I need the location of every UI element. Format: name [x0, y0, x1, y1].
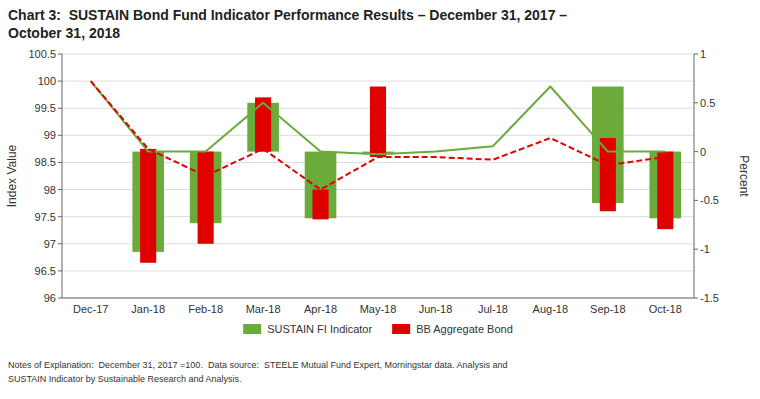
- legend-item: BB Aggregate Bond: [392, 323, 513, 335]
- x-tick-label: Aug-18: [533, 303, 568, 315]
- y2-tick-label: -0.5: [700, 194, 719, 206]
- bar-series: [132, 87, 681, 252]
- x-tick-label: Feb-18: [188, 303, 223, 315]
- grid: [62, 54, 694, 298]
- y-tick: [58, 108, 62, 109]
- y-tick: [58, 135, 62, 136]
- legend: SUSTAIN FI Indicator BB Aggregate Bond: [243, 323, 513, 335]
- y-tick-label: 98: [44, 184, 56, 196]
- y-tick: [58, 189, 62, 190]
- y2-tick: [694, 249, 698, 250]
- grid-line: [62, 270, 694, 271]
- footnote-line: Notes of Explanation: December 31, 2017 …: [8, 360, 508, 370]
- grid-line: [62, 298, 694, 299]
- legend-item: SUSTAIN FI Indicator: [243, 323, 372, 335]
- legend-swatch: [392, 324, 410, 334]
- y2-tick-label: 1: [700, 48, 706, 60]
- x-tick-label: Apr-18: [304, 303, 337, 315]
- x-tick-label: Sep-18: [590, 303, 625, 315]
- bar: [313, 190, 329, 220]
- legend-swatch: [243, 324, 261, 334]
- bar: [370, 87, 386, 157]
- y-tick-label: 97: [44, 238, 56, 250]
- bar: [140, 149, 156, 263]
- x-axis-line: [62, 298, 694, 299]
- title-line: Chart 3: SUSTAIN Bond Fund Indicator Per…: [8, 7, 567, 23]
- legend-label: SUSTAIN FI Indicator: [267, 323, 372, 335]
- x-tick-label: Dec-17: [73, 303, 108, 315]
- y2-tick: [694, 54, 698, 55]
- y-tick-label: 96.5: [35, 265, 56, 277]
- x-tick-label: Jul-18: [478, 303, 508, 315]
- y-tick: [58, 298, 62, 299]
- x-tick-label: Jan-18: [131, 303, 165, 315]
- legend-label: BB Aggregate Bond: [416, 323, 513, 335]
- y-tick-label: 97.5: [35, 211, 56, 223]
- line: [91, 81, 666, 189]
- y-tick-label: 99.5: [35, 102, 56, 114]
- line: [91, 81, 666, 154]
- bar: [198, 152, 214, 244]
- bar: [420, 154, 452, 155]
- chart: Chart 3: SUSTAIN Bond Fund Indicator Per…: [0, 0, 760, 399]
- bar: [657, 152, 673, 230]
- y2-tick: [694, 102, 698, 103]
- y2-tick-label: -1: [700, 243, 710, 255]
- y-tick: [58, 162, 62, 163]
- x-tick-label: May-18: [360, 303, 397, 315]
- bar: [600, 138, 616, 211]
- y2-tick-label: -1.5: [700, 292, 719, 304]
- y2-tick: [694, 151, 698, 152]
- y-tick: [58, 270, 62, 271]
- footnote-line: SUSTAIN Indicator by Sustainable Researc…: [8, 374, 241, 384]
- y-tick: [58, 216, 62, 217]
- x-tick-label: Oct-18: [649, 303, 682, 315]
- y-tick-label: 100.5: [28, 48, 56, 60]
- title-line: October 31, 2018: [8, 25, 120, 41]
- x-tick-label: Jun-18: [419, 303, 453, 315]
- y-tick-label: 98.5: [35, 156, 56, 168]
- bar: [477, 151, 509, 152]
- bar-series: [140, 87, 673, 263]
- y-tick: [58, 81, 62, 82]
- y2-tick-label: 0: [700, 146, 706, 158]
- bar: [255, 97, 271, 151]
- grid-line: [62, 81, 694, 82]
- y-tick: [58, 54, 62, 55]
- y2-axis-line: [694, 54, 695, 298]
- bar: [542, 138, 558, 139]
- footnote: Notes of Explanation: December 31, 2017 …: [8, 360, 508, 384]
- y2-axis-title: Percent: [737, 155, 751, 197]
- axes: 9696.59797.59898.59999.5100100.5-1.5-1-0…: [28, 48, 719, 315]
- title: Chart 3: SUSTAIN Bond Fund Indicator Per…: [8, 7, 567, 41]
- y-tick-label: 96: [44, 292, 56, 304]
- y2-tick: [694, 200, 698, 201]
- grid-line: [62, 54, 694, 55]
- bar: [535, 146, 567, 147]
- y-axis-title: Index Value: [5, 144, 19, 207]
- y2-tick-label: 0.5: [700, 97, 715, 109]
- marks: [91, 81, 681, 263]
- y-tick-label: 99: [44, 129, 56, 141]
- y-tick: [58, 243, 62, 244]
- x-tick-label: Mar-18: [246, 303, 281, 315]
- y2-tick: [694, 298, 698, 299]
- y-tick-label: 100: [38, 75, 56, 87]
- y-axis-line: [62, 54, 63, 298]
